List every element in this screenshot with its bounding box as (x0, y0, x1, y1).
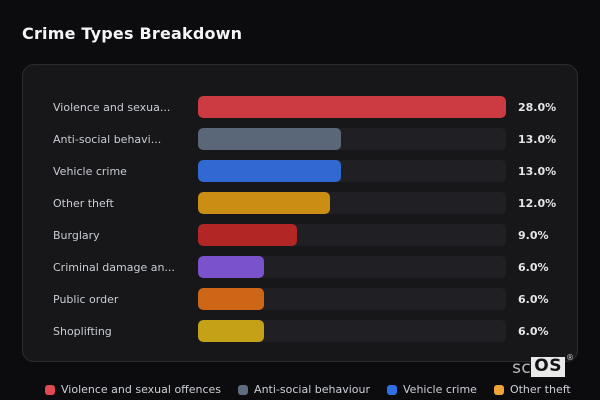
bar (198, 320, 264, 342)
bar (198, 160, 341, 182)
crime-breakdown-chart-card: Violence and sexua... 28.0% Anti-social … (22, 64, 578, 362)
category-label: Criminal damage an... (53, 260, 175, 274)
scos-watermark: sc OS ® (512, 353, 574, 378)
bar (198, 256, 264, 278)
bar-track (198, 192, 506, 214)
chart-row: Burglary 9.0% (23, 219, 577, 251)
bar (198, 224, 297, 246)
chart-row: Shoplifting 6.0% (23, 315, 577, 347)
legend-item[interactable]: Other theft (493, 383, 571, 396)
legend-item[interactable]: Violence and sexual offences (45, 383, 221, 396)
category-label: Burglary (53, 228, 100, 242)
value-label: 28.0% (518, 100, 557, 114)
legend-item[interactable]: Anti-social behaviour (238, 383, 370, 396)
value-label: 9.0% (518, 228, 549, 242)
category-label: Anti-social behavi... (53, 132, 162, 146)
bar-track (198, 160, 506, 182)
bar-track (198, 256, 506, 278)
bar-track (198, 320, 506, 342)
value-label: 6.0% (518, 260, 549, 274)
legend-swatch-icon (387, 384, 397, 395)
bar (198, 192, 330, 214)
page-title: Crime Types Breakdown (22, 24, 243, 43)
legend-label: Vehicle crime (403, 383, 477, 396)
category-label: Public order (53, 292, 119, 306)
bar-track (198, 96, 506, 118)
value-label: 13.0% (518, 164, 557, 178)
legend-label: Violence and sexual offences (61, 383, 222, 396)
category-label: Shoplifting (53, 324, 112, 338)
chart-row: Public order 6.0% (23, 283, 577, 315)
legend-swatch-icon (493, 384, 504, 395)
legend-label: Other theft (509, 383, 571, 396)
chart-row: Criminal damage an... 6.0% (23, 251, 577, 283)
bar-track (198, 288, 506, 310)
value-label: 6.0% (518, 292, 549, 306)
chart-row: Other theft 12.0% (23, 187, 577, 219)
bar (198, 128, 341, 150)
value-label: 6.0% (518, 324, 549, 338)
category-label: Vehicle crime (53, 164, 127, 178)
chart-row: Anti-social behavi... 13.0% (23, 123, 577, 155)
registered-trademark-icon: ® (566, 353, 574, 362)
legend-label: Anti-social behaviour (254, 383, 370, 396)
chart-row: Violence and sexua... 28.0% (23, 91, 577, 123)
category-label: Other theft (53, 196, 114, 210)
watermark-prefix: sc (512, 358, 532, 378)
bar-track (198, 128, 506, 150)
bar (198, 96, 506, 118)
chart-legend: Violence and sexual offences Anti-social… (45, 383, 571, 396)
category-label: Violence and sexua... (53, 100, 171, 114)
bar-track (198, 224, 506, 246)
legend-swatch-icon (45, 384, 55, 395)
legend-item[interactable]: Vehicle crime (387, 383, 477, 396)
chart-rows: Violence and sexua... 28.0% Anti-social … (23, 91, 577, 347)
watermark-logo: OS (531, 357, 565, 377)
value-label: 12.0% (518, 196, 557, 210)
value-label: 13.0% (518, 132, 557, 146)
legend-swatch-icon (238, 384, 249, 395)
bar (198, 288, 264, 310)
chart-row: Vehicle crime 13.0% (23, 155, 577, 187)
